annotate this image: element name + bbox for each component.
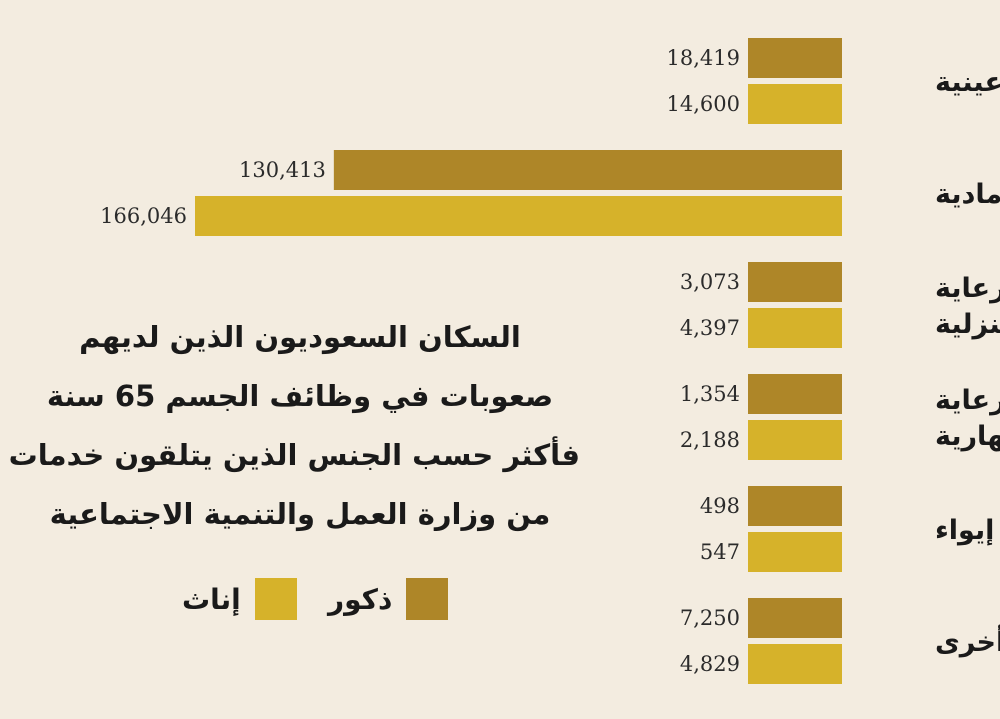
bar-male	[333, 150, 842, 190]
category-label: رعاية	[935, 273, 1000, 304]
bar-male	[748, 38, 842, 78]
title-line: صعوبات في وظائف الجسم 65 سنة	[46, 379, 554, 413]
data-label: 14,600	[667, 92, 740, 116]
legend-label-female: إناث	[182, 582, 241, 616]
bar-female	[748, 308, 842, 348]
category-label: رعاية	[935, 385, 1000, 416]
category-label: مادية	[935, 179, 1000, 210]
legend-item-male: ذكور	[328, 578, 449, 620]
title-line: فأكثر حسب الجنس الذين يتلقون خدمات	[8, 438, 580, 472]
data-label: 547	[700, 540, 740, 564]
bar-female	[195, 196, 842, 236]
bar-female	[748, 532, 842, 572]
legend-item-female: إناث	[182, 578, 297, 620]
data-label: 7,250	[680, 606, 740, 630]
category-label: عينية	[935, 67, 1000, 98]
data-label: 166,046	[100, 204, 187, 228]
bar-male	[748, 598, 842, 638]
bar-male	[748, 486, 842, 526]
legend-swatch-female	[254, 578, 297, 620]
chart-title: السكان السعوديون الذين لديهم صعوبات في و…	[8, 308, 580, 544]
data-label: 3,073	[680, 270, 740, 294]
category-label: أخرى	[935, 624, 1000, 658]
category-label: إيواء	[935, 515, 994, 546]
data-label: 130,413	[239, 158, 326, 182]
data-label: 18,419	[667, 46, 740, 70]
data-label: 2,188	[680, 428, 740, 452]
bar-female	[748, 644, 842, 684]
data-label: 1,354	[680, 382, 740, 406]
bar-male	[748, 262, 842, 302]
data-label: 4,397	[680, 316, 740, 340]
bar-female	[748, 84, 842, 124]
legend-label-male: ذكور	[328, 582, 393, 616]
bar-male	[748, 374, 842, 414]
category-label: نهارية	[935, 421, 1000, 452]
title-line: السكان السعوديون الذين لديهم	[79, 320, 521, 354]
data-label: 498	[700, 494, 740, 518]
bar-female	[748, 420, 842, 460]
legend-swatch-male	[406, 578, 449, 620]
data-label: 4,829	[680, 652, 740, 676]
category-label: منزلية	[935, 309, 1000, 340]
title-line: من وزارة العمل والتنمية الاجتماعية	[49, 497, 551, 531]
